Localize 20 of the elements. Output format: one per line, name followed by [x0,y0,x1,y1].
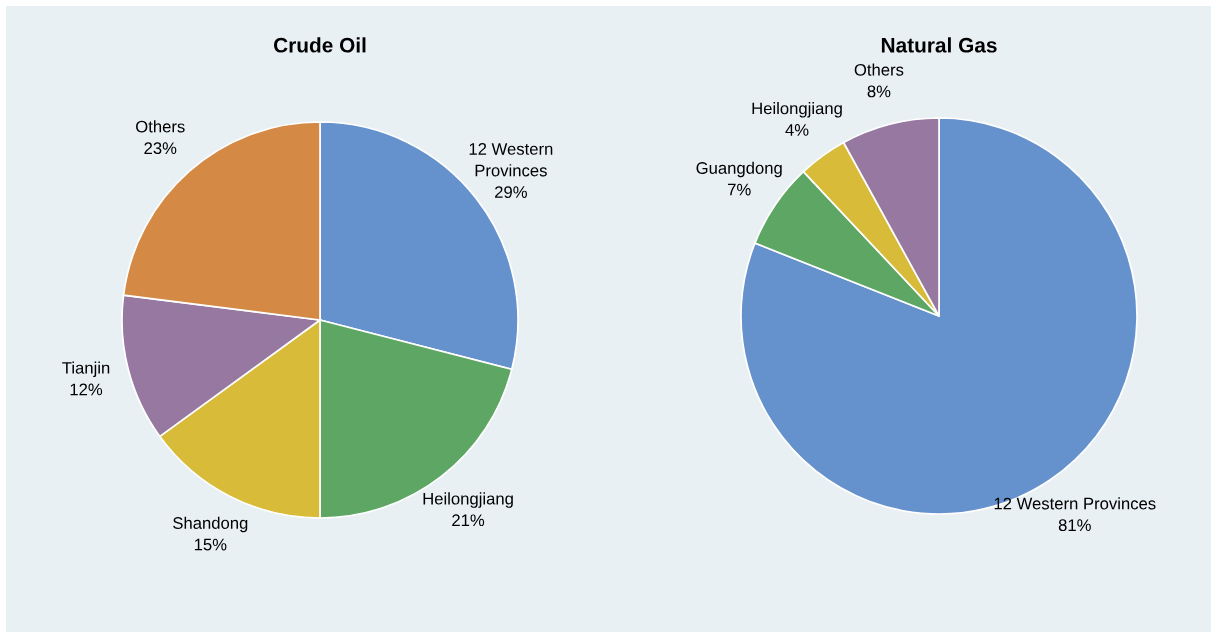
data-label: 21% [452,514,485,527]
data-label: 15% [194,538,227,551]
data-label: 7% [728,183,751,196]
chart-title: Crude Oil [273,37,366,53]
data-label: 8% [867,85,891,98]
chart-title: Natural Gas [881,37,997,53]
data-label: 12% [70,383,103,396]
slice-label: Others [854,63,904,76]
slice-label: Tianjin [62,361,110,378]
slice-label: Shandong [173,516,248,533]
slice-label: 12 Western Provinces [994,497,1156,510]
slice-label: Heilongjiang [752,102,842,118]
data-label: 4% [785,124,809,136]
slice-label: Guangdong [696,161,782,178]
data-label: 23% [144,142,177,155]
slice-label: Others [136,120,185,133]
data-label: 29% [495,186,527,198]
data-label: 81% [1058,519,1091,532]
slice-label: Heilongjiang [423,492,513,508]
slice-label: 12 Western Provinces [469,143,553,177]
